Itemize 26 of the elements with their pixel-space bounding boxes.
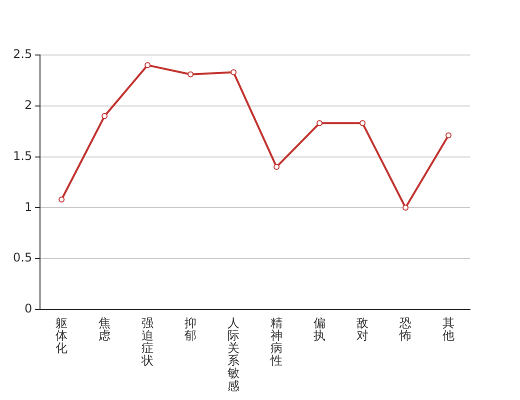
x-tick-label: 偏执 [314, 316, 326, 342]
point [188, 71, 194, 78]
y-tick-label: 2 [24, 98, 32, 112]
y-tick-label: 1.5 [12, 148, 32, 163]
y-tick-label: 0.5 [12, 250, 32, 265]
point [360, 120, 366, 126]
point [144, 62, 151, 68]
x-tick-label: 强迫症状 [140, 316, 154, 368]
point [274, 164, 280, 170]
x-tick-label: 抑郁 [184, 316, 197, 342]
point [402, 204, 409, 211]
y-tick-label: 0 [24, 302, 32, 316]
point [446, 132, 452, 138]
x-tick-label: 其他 [442, 316, 455, 342]
point [230, 69, 237, 76]
x-tick-label: 人际关系敏感 [228, 316, 240, 393]
x-tick-label: 敌对 [356, 316, 369, 342]
x-tick-label: 精神病性 [270, 316, 283, 368]
point [316, 120, 323, 126]
x-tick-label: 焦虑 [98, 316, 111, 342]
x-tick-label: 恐怖 [398, 316, 412, 342]
y-tick-label: 1 [24, 200, 32, 214]
x-tick-label: 躯体化 [56, 316, 68, 356]
point [58, 196, 65, 202]
point [102, 113, 108, 120]
y-tick-label: 2.5 [12, 47, 32, 62]
